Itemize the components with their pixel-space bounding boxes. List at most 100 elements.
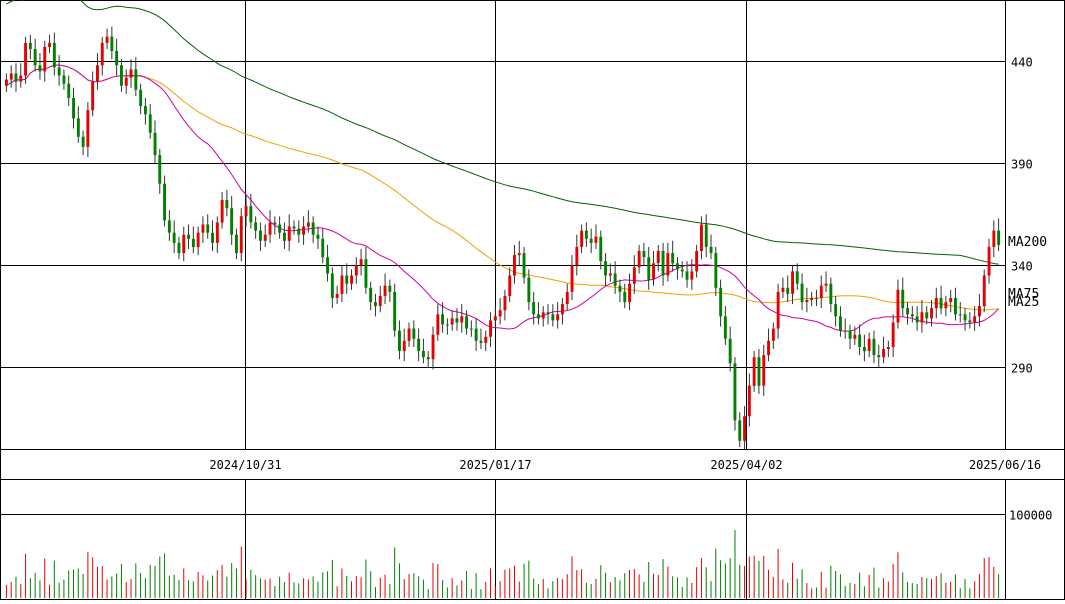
candle-body bbox=[86, 110, 90, 147]
candle-body bbox=[608, 273, 612, 276]
candle-body bbox=[441, 314, 444, 325]
ma200-line bbox=[6, 0, 999, 265]
candle-body bbox=[81, 136, 85, 147]
candle-body bbox=[244, 206, 248, 217]
candle-body bbox=[460, 316, 464, 323]
candle-body bbox=[378, 295, 382, 307]
candle-body bbox=[973, 316, 977, 323]
candle-body bbox=[709, 246, 713, 253]
candle-body bbox=[172, 232, 176, 243]
candle-body bbox=[652, 263, 655, 280]
candle-body bbox=[412, 328, 416, 339]
candle-body bbox=[934, 298, 938, 309]
date-tick-label: 2025/06/16 bbox=[969, 458, 1041, 472]
candle-body bbox=[532, 302, 536, 315]
candle-body bbox=[398, 330, 401, 351]
candle-body bbox=[182, 234, 186, 254]
candle-body bbox=[321, 238, 325, 258]
candle-body bbox=[791, 271, 794, 294]
candle-body bbox=[896, 289, 900, 323]
candle-body bbox=[72, 98, 75, 119]
candle-body bbox=[503, 295, 507, 311]
candle-body bbox=[666, 253, 670, 276]
candle-body bbox=[982, 275, 986, 307]
candle-body bbox=[273, 222, 277, 225]
candle-body bbox=[311, 222, 315, 235]
candle-body bbox=[906, 308, 909, 315]
candle-body bbox=[834, 304, 838, 317]
candle-body bbox=[522, 253, 526, 278]
candle-body bbox=[815, 298, 818, 299]
candle-body bbox=[795, 271, 799, 284]
candle-body bbox=[167, 220, 171, 233]
candle-body bbox=[287, 226, 291, 241]
candle-body bbox=[153, 132, 157, 156]
candle-body bbox=[565, 291, 569, 305]
candle-body bbox=[719, 287, 723, 317]
candle-body bbox=[637, 251, 641, 268]
candle-body bbox=[493, 316, 497, 321]
candle-body bbox=[891, 322, 895, 347]
candle-body bbox=[297, 228, 301, 235]
candle-body bbox=[958, 314, 962, 316]
candle-body bbox=[302, 226, 305, 235]
candle-body bbox=[561, 304, 564, 315]
candle-body bbox=[527, 277, 531, 303]
candle-body bbox=[752, 357, 756, 386]
candle-body bbox=[249, 206, 253, 223]
candle-body bbox=[100, 42, 104, 66]
candle-body bbox=[326, 257, 329, 274]
candle-body bbox=[767, 340, 770, 356]
candle-body bbox=[671, 253, 675, 264]
candle-body bbox=[863, 347, 866, 352]
candle-body bbox=[704, 224, 708, 247]
candle-body bbox=[393, 291, 397, 331]
candle-body bbox=[695, 251, 699, 272]
candle-body bbox=[853, 334, 857, 339]
candle-body bbox=[354, 265, 358, 276]
candle-body bbox=[508, 275, 512, 296]
candle-body bbox=[177, 242, 181, 254]
legend-label-ma25: MA25 bbox=[1008, 295, 1039, 310]
candle-body bbox=[335, 293, 339, 298]
candle-body bbox=[235, 234, 238, 254]
candle-body bbox=[910, 314, 914, 317]
candle-body bbox=[824, 283, 828, 286]
candle-body bbox=[886, 347, 890, 349]
candle-body bbox=[556, 314, 560, 321]
candle-body bbox=[489, 320, 492, 337]
candle-body bbox=[24, 42, 27, 76]
candle-body bbox=[872, 338, 876, 356]
candle-body bbox=[685, 271, 689, 280]
candle-body bbox=[541, 312, 545, 319]
candle-body bbox=[445, 324, 449, 326]
candle-body bbox=[196, 232, 200, 247]
candle-body bbox=[9, 73, 13, 80]
candle-body bbox=[474, 328, 478, 341]
candle-body bbox=[455, 318, 459, 323]
candle-body bbox=[359, 259, 363, 266]
candle-body bbox=[728, 338, 732, 364]
candle-body bbox=[57, 67, 61, 76]
candle-body bbox=[781, 287, 785, 292]
candle-body bbox=[139, 89, 143, 107]
candle-body bbox=[647, 257, 651, 280]
candle-body bbox=[944, 302, 948, 309]
candle-body bbox=[939, 298, 943, 309]
candle-body bbox=[656, 251, 660, 264]
candle-body bbox=[388, 285, 392, 292]
candle-body bbox=[110, 36, 114, 51]
candle-body bbox=[882, 349, 885, 358]
candle-body bbox=[215, 222, 219, 243]
candle-body bbox=[915, 316, 919, 323]
candle-body bbox=[187, 234, 190, 239]
candle-body bbox=[738, 420, 742, 441]
candle-body bbox=[129, 69, 133, 78]
candle-body bbox=[589, 238, 593, 243]
candle-body bbox=[848, 330, 852, 339]
candle-body bbox=[992, 230, 996, 247]
candle-body bbox=[676, 263, 679, 270]
